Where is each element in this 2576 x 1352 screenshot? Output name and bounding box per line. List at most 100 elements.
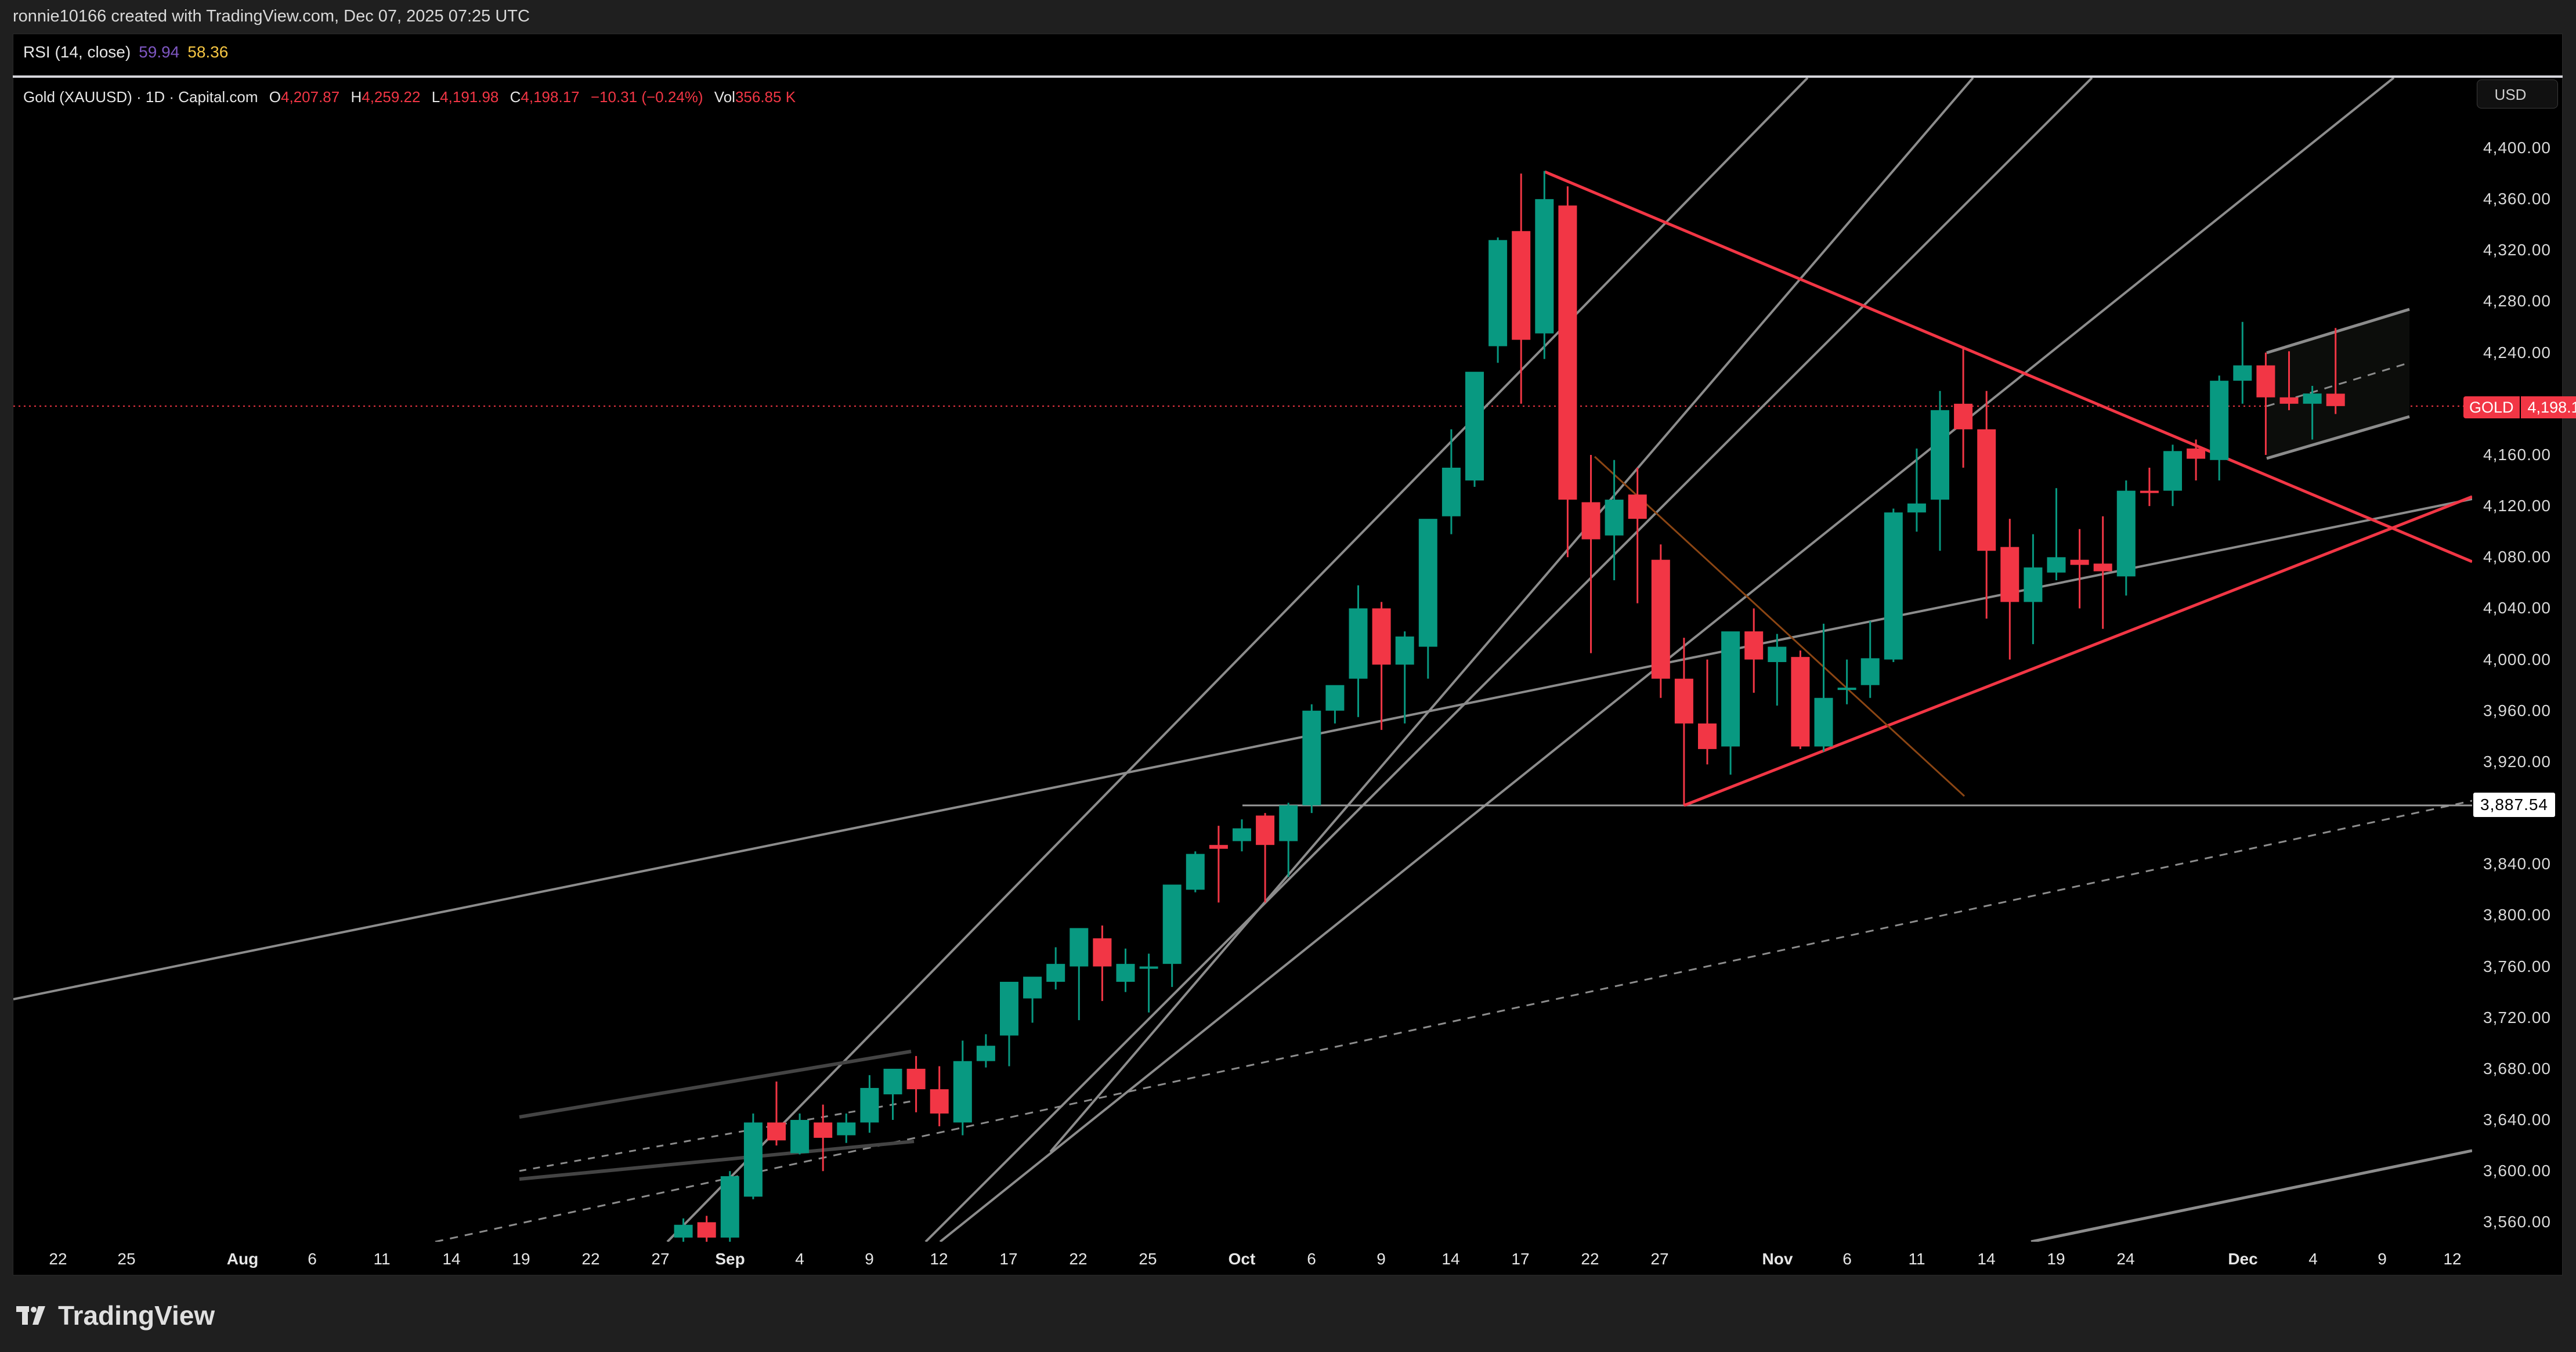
candle-up[interactable] <box>1395 636 1414 665</box>
channel-upper[interactable] <box>2266 308 2410 355</box>
candle-up[interactable] <box>2233 365 2252 381</box>
trendline-fan-1[interactable] <box>666 78 1809 1242</box>
candle-down[interactable] <box>1744 631 1764 660</box>
candle-down[interactable] <box>1256 815 1275 845</box>
candle-up[interactable] <box>2303 393 2322 404</box>
candle-down[interactable] <box>1954 403 1973 429</box>
candle-up[interactable] <box>2210 381 2229 460</box>
price-axis-label: 3,560.00 <box>2483 1213 2551 1231</box>
channel-lower[interactable] <box>2266 415 2410 460</box>
candle-up[interactable] <box>2116 490 2136 577</box>
candle-up[interactable] <box>1139 966 1158 969</box>
channel-mid[interactable] <box>2266 362 2410 407</box>
candle-up[interactable] <box>976 1046 995 1061</box>
time-axis[interactable]: 22 25 Aug 6 11 14 19 22 27 Sep 4 9 12 17 22 25 Oct 6 9 14 17… <box>13 1242 2472 1274</box>
candle-down[interactable] <box>697 1222 716 1238</box>
candle-down[interactable] <box>930 1089 949 1114</box>
candle-up[interactable] <box>953 1061 972 1123</box>
candle-down[interactable] <box>2326 393 2345 406</box>
candle-up[interactable] <box>674 1224 693 1238</box>
candle-down[interactable] <box>1791 657 1810 747</box>
candle-down[interactable] <box>1512 231 1531 340</box>
candle-up[interactable] <box>1302 710 1321 805</box>
candle-up[interactable] <box>1070 928 1089 967</box>
candle-up[interactable] <box>1279 805 1298 841</box>
candle-down[interactable] <box>2187 448 2206 459</box>
trendline-bottom-right[interactable] <box>2031 1149 2472 1242</box>
price-axis[interactable]: 4,400.00 4,360.00 4,320.00 4,280.00 4,240.00… <box>2472 78 2563 1244</box>
triangle-upper-red[interactable] <box>1544 170 2472 563</box>
candle-up[interactable] <box>1186 854 1205 890</box>
candle-up[interactable] <box>1233 828 1251 841</box>
candle-down[interactable] <box>1698 723 1717 749</box>
candle-down[interactable] <box>814 1122 833 1138</box>
candle-up[interactable] <box>2047 557 2066 573</box>
candle-down[interactable] <box>1209 845 1228 849</box>
candle-up[interactable] <box>1325 685 1345 711</box>
candle-down[interactable] <box>2140 490 2159 493</box>
trendline-long-base[interactable] <box>13 498 2472 1000</box>
candle-down[interactable] <box>1651 559 1670 679</box>
candle-down[interactable] <box>1581 502 1600 540</box>
candle-up[interactable] <box>1488 240 1508 346</box>
candle-down[interactable] <box>1628 494 1647 519</box>
tradingview-logo[interactable]: TradingView <box>15 1300 215 1331</box>
candle-up[interactable] <box>1837 688 1856 691</box>
candle-up[interactable] <box>1884 512 1903 660</box>
candle-up[interactable] <box>1023 977 1042 999</box>
candle-up[interactable] <box>1860 658 1880 685</box>
candle-up[interactable] <box>1000 982 1018 1036</box>
candle-down[interactable] <box>1558 205 1577 500</box>
candle-up[interactable] <box>1349 608 1368 679</box>
candle-up[interactable] <box>1116 964 1135 982</box>
candle-up[interactable] <box>1931 410 1949 500</box>
candle-down[interactable] <box>767 1122 786 1141</box>
candle-up[interactable] <box>1162 884 1182 964</box>
trendline-fan-2[interactable] <box>1049 78 1974 1153</box>
candle-up[interactable] <box>1605 500 1624 536</box>
candle-down[interactable] <box>1674 678 1693 724</box>
pane-separator[interactable] <box>13 75 2563 78</box>
triangle-lower-red[interactable] <box>1683 495 2472 807</box>
old-channel-mid[interactable] <box>519 1100 912 1172</box>
candle-down[interactable] <box>1977 429 1996 551</box>
old-channel-top[interactable] <box>519 1050 912 1119</box>
candle-up[interactable] <box>1418 519 1437 647</box>
candle-up[interactable] <box>2024 567 2043 602</box>
candle-down[interactable] <box>2279 397 2299 404</box>
chart-frame[interactable] <box>13 34 2563 1275</box>
candle-down[interactable] <box>1093 938 1112 967</box>
trendline-orange[interactable] <box>1594 456 1966 797</box>
candle-up[interactable] <box>1535 199 1554 334</box>
symbol-legend[interactable]: Gold (XAUUSD) · 1D · Capital.com O4,207.… <box>23 88 796 106</box>
candle-down[interactable] <box>2000 547 2019 602</box>
time-axis-label: 19 <box>512 1250 530 1268</box>
candle-down[interactable] <box>1372 608 1391 665</box>
candle-up[interactable] <box>1721 631 1740 747</box>
candle-up[interactable] <box>860 1087 879 1123</box>
parallel-channel-fill[interactable] <box>2267 309 2409 458</box>
currency-button[interactable]: USD <box>2477 79 2558 109</box>
candle-down[interactable] <box>2093 563 2112 572</box>
rsi-legend[interactable]: RSI (14, close) 59.94 58.36 <box>23 43 228 62</box>
candle-up[interactable] <box>837 1122 856 1136</box>
candle-up[interactable] <box>743 1122 763 1197</box>
candle-down[interactable] <box>2070 559 2089 565</box>
candle-up[interactable] <box>720 1176 739 1238</box>
old-channel-bottom[interactable] <box>519 1140 915 1181</box>
candle-up[interactable] <box>1441 468 1461 516</box>
trendline-fan-3[interactable] <box>924 78 2093 1242</box>
candle-up[interactable] <box>1465 371 1484 481</box>
candle-up[interactable] <box>1046 964 1065 982</box>
candle-up[interactable] <box>2163 451 2182 491</box>
candle-up[interactable] <box>883 1068 902 1094</box>
candle-down[interactable] <box>906 1068 926 1090</box>
candle-up[interactable] <box>1814 697 1833 747</box>
candle-up[interactable] <box>1907 503 1926 513</box>
candle-up[interactable] <box>790 1120 810 1154</box>
dashed-trend-lower[interactable] <box>435 800 2472 1242</box>
time-axis-label: 25 <box>117 1250 136 1268</box>
candle-down[interactable] <box>2256 365 2275 397</box>
candle-up[interactable] <box>1768 646 1787 663</box>
